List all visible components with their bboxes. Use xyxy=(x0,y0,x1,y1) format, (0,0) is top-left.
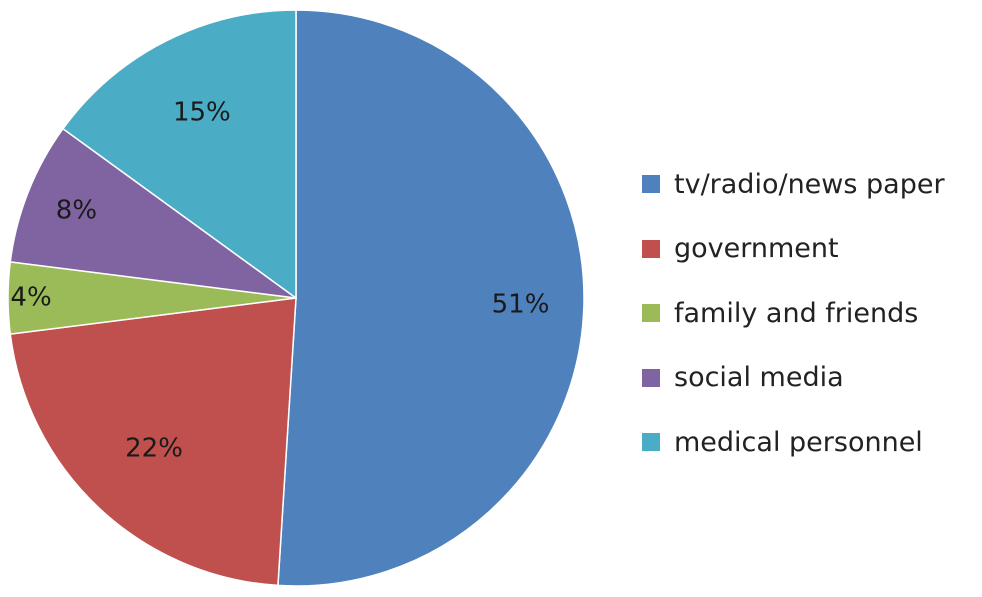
pie-chart: 51% 22% 4% 8% 15% xyxy=(7,9,585,587)
legend-swatch xyxy=(642,433,660,452)
legend-item-tv-radio-news-paper: tv/radio/news paper xyxy=(642,152,945,217)
legend-label: tv/radio/news paper xyxy=(674,168,945,200)
data-label: 51% xyxy=(492,290,550,320)
legend-label: social media xyxy=(674,362,844,394)
data-label: 8% xyxy=(56,196,97,226)
legend-swatch xyxy=(642,175,660,194)
pie-slice-government xyxy=(9,297,297,587)
legend-label: family and friends xyxy=(674,297,919,329)
pie-slice-tv-radio-news-paper xyxy=(277,9,585,587)
legend: tv/radio/news paper government family an… xyxy=(642,152,945,475)
legend-item-family-and-friends: family and friends xyxy=(642,281,945,346)
data-label: 15% xyxy=(173,98,231,128)
pie-slice-medical-personnel xyxy=(61,9,297,300)
legend-swatch xyxy=(642,304,660,323)
data-label: 22% xyxy=(125,434,183,464)
legend-item-government: government xyxy=(642,217,945,282)
pie-slice-social-media xyxy=(9,127,297,299)
data-label: 4% xyxy=(10,283,51,313)
legend-item-social-media: social media xyxy=(642,346,945,411)
legend-label: government xyxy=(674,233,839,265)
legend-label: medical personnel xyxy=(674,426,923,458)
legend-item-medical-personnel: medical personnel xyxy=(642,410,945,475)
legend-swatch xyxy=(642,239,660,258)
legend-swatch xyxy=(642,368,660,387)
